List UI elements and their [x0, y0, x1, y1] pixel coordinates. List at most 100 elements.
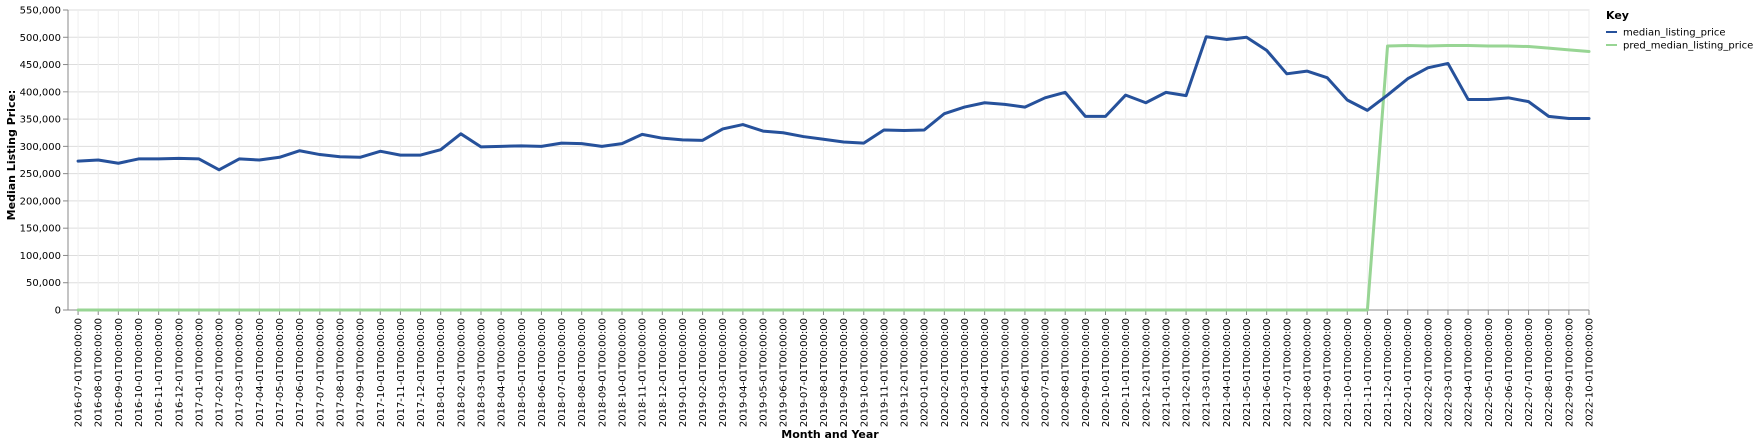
x-tick-label: 2018-07-01T00:00:00: [557, 318, 568, 427]
y-tick-label: 100,000: [20, 251, 61, 262]
x-tick-label: 2019-07-01T00:00:00: [799, 318, 810, 427]
x-tick-label: 2017-01-01T00:00:00: [194, 318, 205, 427]
x-tick-label: 2021-11-01T00:00:00: [1363, 318, 1374, 427]
x-tick-label: 2016-08-01T00:00:00: [94, 318, 105, 427]
x-tick-label: 2022-06-01T00:00:00: [1504, 318, 1515, 427]
y-tick-label: 0: [55, 306, 61, 317]
x-tick-label: 2019-04-01T00:00:00: [738, 318, 749, 427]
x-tick-label: 2018-05-01T00:00:00: [517, 318, 528, 427]
x-tick-label: 2020-11-01T00:00:00: [1121, 318, 1132, 427]
x-tick-label: 2017-03-01T00:00:00: [235, 318, 246, 427]
x-tick-label: 2020-10-01T00:00:00: [1101, 318, 1112, 427]
x-tick-label: 2016-07-01T00:00:00: [74, 318, 85, 427]
x-tick-label: 2022-07-01T00:00:00: [1524, 318, 1535, 427]
x-tick-label: 2020-12-01T00:00:00: [1141, 318, 1152, 427]
x-tick-label: 2017-10-01T00:00:00: [376, 318, 387, 427]
x-tick-label: 2019-10-01T00:00:00: [859, 318, 870, 427]
x-tick-label: 2017-02-01T00:00:00: [215, 318, 226, 427]
x-tick-label: 2021-03-01T00:00:00: [1202, 318, 1213, 427]
y-tick-label: 400,000: [20, 87, 61, 98]
x-tick-label: 2022-02-01T00:00:00: [1423, 318, 1434, 427]
x-tick-label: 2022-01-01T00:00:00: [1403, 318, 1414, 427]
x-tick-label: 2016-11-01T00:00:00: [154, 318, 165, 427]
x-tick-label: 2021-04-01T00:00:00: [1222, 318, 1233, 427]
x-tick-label: 2017-12-01T00:00:00: [416, 318, 427, 427]
legend-label: median_listing_price: [1623, 28, 1726, 39]
x-tick-label: 2020-02-01T00:00:00: [940, 318, 951, 427]
x-tick-label: 2022-09-01T00:00:00: [1564, 318, 1575, 427]
x-tick-label: 2018-06-01T00:00:00: [537, 318, 548, 427]
x-tick-label: 2021-10-01T00:00:00: [1343, 318, 1354, 427]
x-tick-label: 2020-05-01T00:00:00: [1000, 318, 1011, 427]
y-axis-title: Median Listing Price:: [5, 90, 18, 221]
x-tick-label: 2016-10-01T00:00:00: [134, 318, 145, 427]
x-tick-label: 2018-03-01T00:00:00: [476, 318, 487, 427]
x-tick-label: 2018-10-01T00:00:00: [618, 318, 629, 427]
x-tick-label: 2021-08-01T00:00:00: [1302, 318, 1313, 427]
x-tick-label: 2018-08-01T00:00:00: [577, 318, 588, 427]
series-layer: [76, 35, 1591, 312]
x-tick-label: 2016-09-01T00:00:00: [114, 318, 125, 427]
series-line-pred-median-listing-price: [76, 43, 1591, 312]
x-tick-label: 2021-06-01T00:00:00: [1262, 318, 1273, 427]
x-tick-label: 2020-09-01T00:00:00: [1081, 318, 1092, 427]
y-tick-label: 350,000: [20, 115, 61, 126]
x-axis: 2016-07-01T00:00:00 2016-08-01T00:00:00 20…: [68, 309, 1596, 427]
x-tick-label: 2021-02-01T00:00:00: [1182, 318, 1193, 427]
x-tick-label: 2019-02-01T00:00:00: [698, 318, 709, 427]
y-tick-label: 200,000: [20, 196, 61, 207]
x-tick-label: 2017-06-01T00:00:00: [295, 318, 306, 427]
x-tick-label: 2019-09-01T00:00:00: [839, 318, 850, 427]
x-tick-label: 2019-08-01T00:00:00: [819, 318, 830, 427]
x-tick-label: 2018-04-01T00:00:00: [497, 318, 508, 427]
x-tick-label: 2018-02-01T00:00:00: [456, 318, 467, 427]
x-tick-label: 2020-06-01T00:00:00: [1020, 318, 1031, 427]
x-tick-label: 2020-03-01T00:00:00: [960, 318, 971, 427]
x-tick-label: 2019-12-01T00:00:00: [900, 318, 911, 427]
x-tick-label: 2022-04-01T00:00:00: [1464, 318, 1475, 427]
legend: Key median_listing_price pred_median_list…: [1606, 9, 1753, 52]
x-tick-label: 2020-04-01T00:00:00: [980, 318, 991, 427]
y-tick-label: 500,000: [20, 33, 61, 44]
y-tick-label: 150,000: [20, 224, 61, 235]
x-tick-label: 2021-12-01T00:00:00: [1383, 318, 1394, 427]
x-tick-label: 2022-10-01T00:00:00: [1585, 318, 1596, 427]
x-tick-label: 2018-12-01T00:00:00: [658, 318, 669, 427]
x-tick-label: 2017-11-01T00:00:00: [396, 318, 407, 427]
legend-label: pred_median_listing_price: [1623, 41, 1753, 52]
x-tick-label: 2018-01-01T00:00:00: [436, 318, 447, 427]
x-tick-label: 2019-11-01T00:00:00: [879, 318, 890, 427]
x-tick-label: 2022-08-01T00:00:00: [1544, 318, 1555, 427]
legend-title: Key: [1606, 9, 1629, 22]
x-tick-label: 2020-01-01T00:00:00: [920, 318, 931, 427]
x-tick-label: 2021-07-01T00:00:00: [1282, 318, 1293, 427]
x-tick-label: 2019-06-01T00:00:00: [779, 318, 790, 427]
y-axis: 0 50,000 100,000 150,000 200,000 250,000 300,0…: [20, 6, 69, 317]
x-axis-title: Month and Year: [781, 428, 879, 441]
y-tick-label: 300,000: [20, 142, 61, 153]
y-tick-label: 550,000: [20, 6, 61, 17]
x-tick-label: 2016-12-01T00:00:00: [174, 318, 185, 427]
y-tick-label: 450,000: [20, 60, 61, 71]
x-tick-label: 2017-07-01T00:00:00: [315, 318, 326, 427]
x-tick-label: 2017-08-01T00:00:00: [335, 318, 346, 427]
x-tick-label: 2022-03-01T00:00:00: [1443, 318, 1454, 427]
y-tick-label: 250,000: [20, 169, 61, 180]
x-tick-label: 2017-05-01T00:00:00: [275, 318, 286, 427]
gridlines: [67, 9, 1590, 311]
x-tick-label: 2022-05-01T00:00:00: [1484, 318, 1495, 427]
x-tick-label: 2018-11-01T00:00:00: [638, 318, 649, 427]
x-tick-label: 2017-09-01T00:00:00: [356, 318, 367, 427]
x-tick-label: 2020-08-01T00:00:00: [1061, 318, 1072, 427]
plot-frame: [67, 9, 1590, 311]
x-tick-label: 2017-04-01T00:00:00: [255, 318, 266, 427]
y-tick-label: 50,000: [26, 278, 61, 289]
x-tick-label: 2019-01-01T00:00:00: [678, 318, 689, 427]
x-tick-label: 2021-09-01T00:00:00: [1323, 318, 1334, 427]
series-line-median-listing-price: [76, 35, 1591, 172]
x-tick-label: 2020-07-01T00:00:00: [1041, 318, 1052, 427]
x-tick-label: 2021-05-01T00:00:00: [1242, 318, 1253, 427]
x-tick-label: 2021-01-01T00:00:00: [1161, 318, 1172, 427]
x-tick-label: 2019-05-01T00:00:00: [759, 318, 770, 427]
